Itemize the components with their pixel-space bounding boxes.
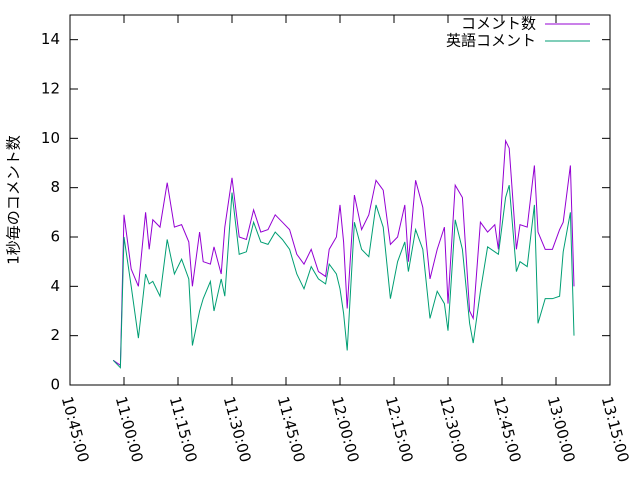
y-tick-label: 14	[41, 30, 60, 48]
legend-label: 英語コメント	[446, 32, 536, 50]
x-tick-label: 10:45:00	[58, 395, 93, 465]
y-axis-label: 1秒毎のコメント数	[5, 135, 23, 265]
x-tick-label: 13:00:00	[544, 395, 579, 465]
y-tick-label: 12	[41, 80, 60, 98]
x-tick-label: 12:15:00	[382, 395, 417, 465]
y-tick-label: 10	[41, 129, 60, 147]
y-tick-label: 6	[50, 228, 60, 246]
x-tick-label: 12:30:00	[436, 395, 471, 465]
x-tick-label: 11:15:00	[166, 395, 201, 465]
x-tick-label: 13:15:00	[598, 395, 633, 465]
plot-frame	[69, 14, 611, 386]
x-tick-label: 12:45:00	[490, 395, 525, 465]
y-tick-label: 2	[50, 326, 60, 344]
legend-label: コメント数	[461, 15, 536, 33]
y-tick-label: 4	[50, 277, 60, 295]
x-tick-label: 11:45:00	[274, 395, 309, 465]
x-tick-label: 11:30:00	[220, 395, 255, 465]
y-tick-label: 8	[50, 178, 60, 196]
x-tick-label: 11:00:00	[112, 395, 147, 465]
series-line	[112, 138, 575, 367]
series-line	[112, 185, 575, 369]
x-tick-label: 12:00:00	[328, 395, 363, 465]
y-tick-label: 0	[50, 376, 60, 394]
